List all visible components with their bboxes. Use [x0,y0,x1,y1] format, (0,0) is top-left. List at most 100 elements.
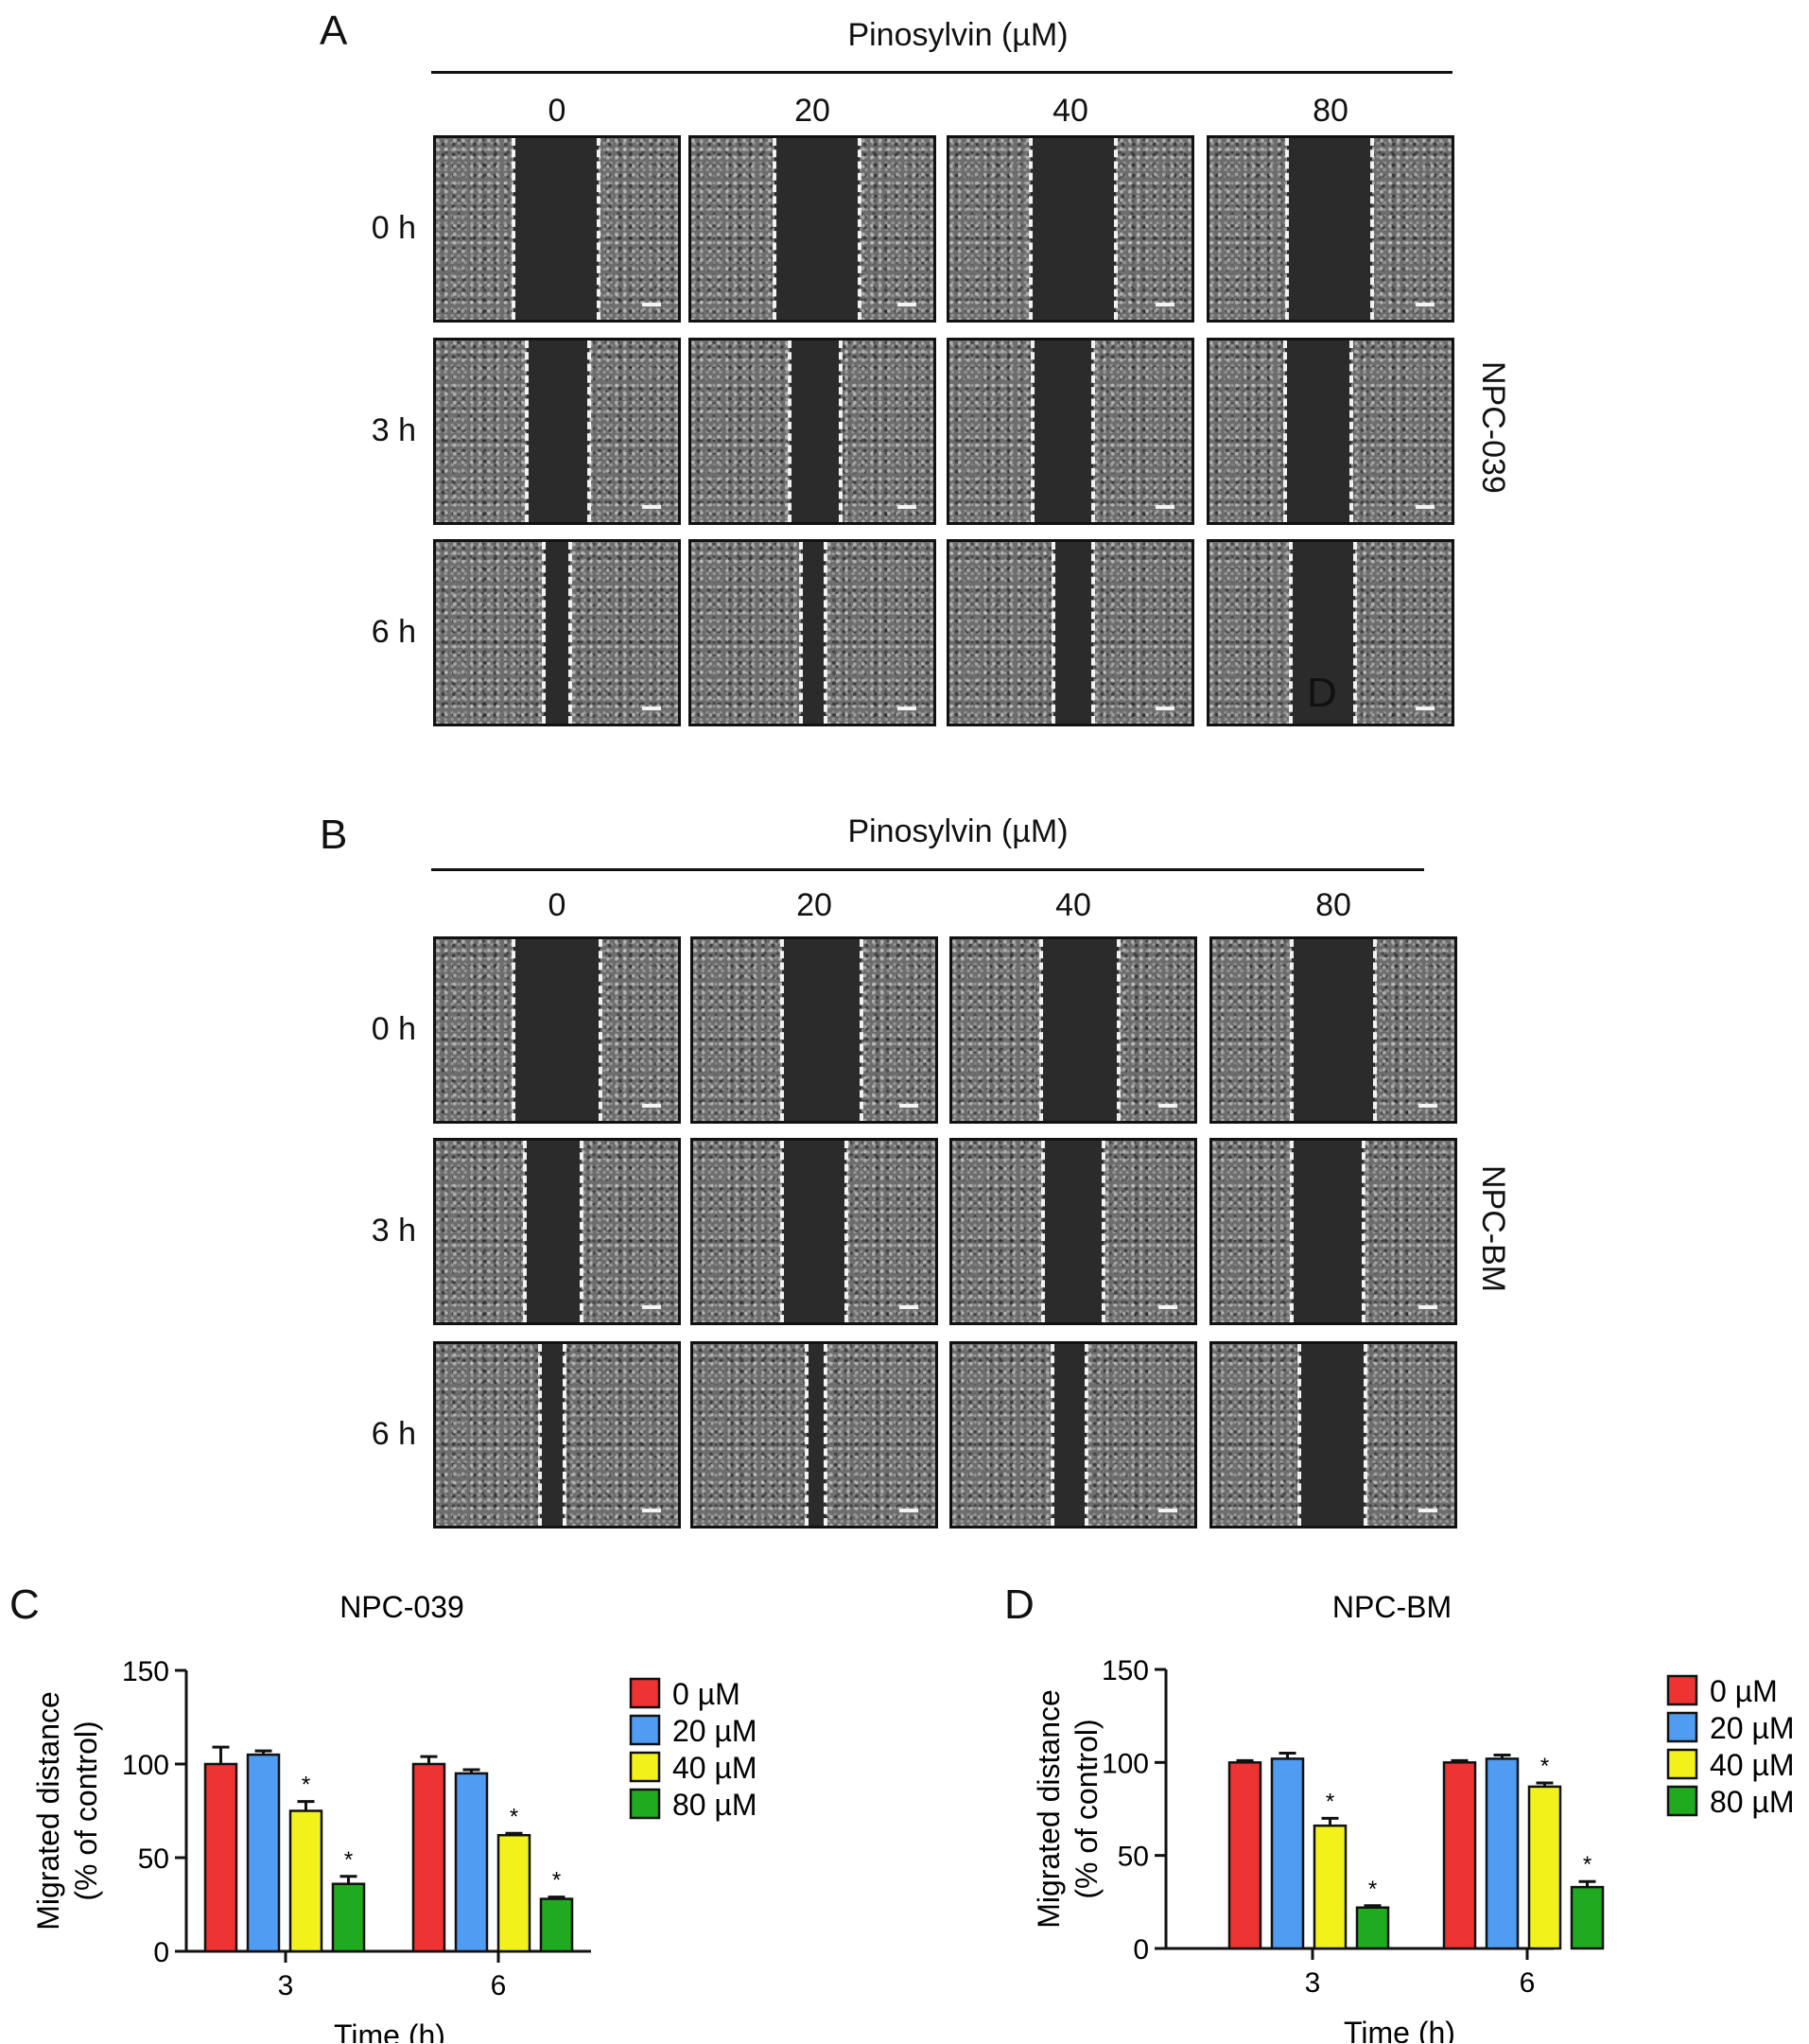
scale-bar [1416,303,1435,306]
wound-healing-micrograph [433,338,681,525]
wound-edge-dashed-line [1290,1141,1294,1322]
wound-edge-dashed-line [788,341,791,522]
bar [203,1762,238,1953]
wound-healing-micrograph [1207,135,1454,323]
wound-healing-micrograph [690,936,938,1124]
wound-healing-micrograph [1209,1138,1457,1325]
scratch-gap [1033,341,1093,522]
bar [1270,1757,1305,1950]
wound-healing-micrograph [947,338,1194,525]
scale-bar [1158,1305,1177,1309]
legend-swatch [629,1714,661,1746]
x-tick-label: 3 [278,1970,294,2001]
scratch-gap [1031,138,1116,320]
wound-edge-dashed-line [580,1141,583,1322]
y-tick-label: 0 [153,1937,169,1968]
scale-bar [642,303,661,306]
concentration-label: 0 [548,887,566,923]
wound-edge-dashed-line [587,341,591,522]
wound-edge-dashed-line [780,939,784,1121]
timepoint-label: 0 h [371,1011,416,1047]
x-tick-label: 3 [1305,1967,1321,1999]
bar [288,1809,323,1953]
concentration-label: 80 [1315,887,1351,923]
wound-edge-dashed-line [1349,341,1353,522]
scratch-gap [1052,1344,1087,1526]
legend-swatch [1666,1748,1698,1780]
wound-edge-dashed-line [599,939,602,1121]
legend-label: 20 µM [1710,1711,1795,1745]
legend-label: 40 µM [672,1751,757,1785]
wound-edge-dashed-line [1102,1141,1105,1322]
panel-b-cell-line-label: NPC-BM [1475,1165,1511,1293]
wound-healing-micrograph [949,1341,1197,1529]
concentration-label: 80 [1313,93,1348,129]
bar [246,1753,281,1953]
wound-healing-micrograph [433,1138,681,1325]
wound-healing-micrograph [1207,338,1454,525]
stray-d-label: D [1307,670,1337,716]
y-tick-label: 150 [122,1656,169,1687]
timepoint-label: 3 h [371,1213,416,1249]
scale-bar [897,303,916,306]
x-axis-label: Time (h) [1344,2016,1455,2043]
scale-bar [1158,1509,1177,1512]
wound-healing-micrograph [433,539,681,726]
scratch-gap [1287,138,1372,320]
wound-edge-dashed-line [1285,138,1289,320]
timepoint-label: 6 h [371,1416,416,1452]
significance-asterisk: * [552,1868,561,1894]
bar [411,1762,446,1953]
wound-healing-micrograph [1209,936,1457,1124]
wound-edge-dashed-line [1039,939,1043,1121]
panel-c-letter: C [9,1581,40,1628]
scale-bar [1418,1104,1437,1108]
panel-d-bar-chart: NPC-BM 0 50 100 150 Migrated distance (% of co… [1032,1590,1795,2043]
scratch-gap [1291,542,1355,724]
y-tick-label: 100 [122,1750,169,1781]
legend-swatch [1666,1674,1698,1706]
y-tick-label: 0 [1133,1934,1149,1965]
wound-edge-dashed-line [839,341,843,522]
scratch-gap [1043,1141,1104,1322]
scratch-gap [782,939,861,1121]
panel-a-title-rule [431,71,1452,74]
wound-edge-dashed-line [780,1141,784,1322]
legend-label: 40 µM [1710,1748,1795,1782]
bar [1442,1761,1477,1950]
y-tick-label: 150 [1102,1655,1149,1686]
y-axis-label: Migrated distance [31,1691,65,1930]
x-tick-label: 6 [491,1970,507,2001]
chart-title: NPC-BM [1332,1590,1452,1624]
y-tick-label: 50 [1118,1842,1149,1873]
legend-label: 80 µM [1710,1785,1795,1819]
scale-bar [1158,1104,1177,1108]
wound-edge-dashed-line [1051,1344,1054,1526]
significance-asterisk: * [510,1804,518,1829]
wound-edge-dashed-line [1364,1344,1367,1526]
wound-edge-dashed-line [1091,341,1095,522]
wound-edge-dashed-line [1373,939,1377,1121]
panel-d-letter: D [1004,1581,1035,1628]
wound-edge-dashed-line [1117,939,1121,1121]
wound-healing-micrograph [688,338,936,525]
x-axis-label: Time (h) [334,2018,445,2043]
scratch-gap [513,939,600,1121]
concentration-label: 40 [1052,93,1088,129]
wound-healing-micrograph [1207,539,1454,726]
y-axis-label: Migrated distance [1032,1689,1066,1929]
wound-healing-micrograph [947,135,1194,323]
scratch-gap [540,1344,565,1526]
wound-healing-micrograph [690,1138,938,1325]
legend-label: 80 µM [672,1788,757,1822]
wound-edge-dashed-line [1297,1344,1301,1526]
wound-healing-micrograph [947,539,1194,726]
bar [496,1833,531,1953]
scratch-gap [1053,542,1093,724]
panel-b-drug-title: Pinosylvin (µM) [847,813,1069,849]
scratch-gap [1285,341,1351,522]
scratch-gap [527,341,589,522]
bar [1355,1906,1390,1950]
scale-bar [897,505,916,509]
scratch-gap [1041,939,1119,1121]
